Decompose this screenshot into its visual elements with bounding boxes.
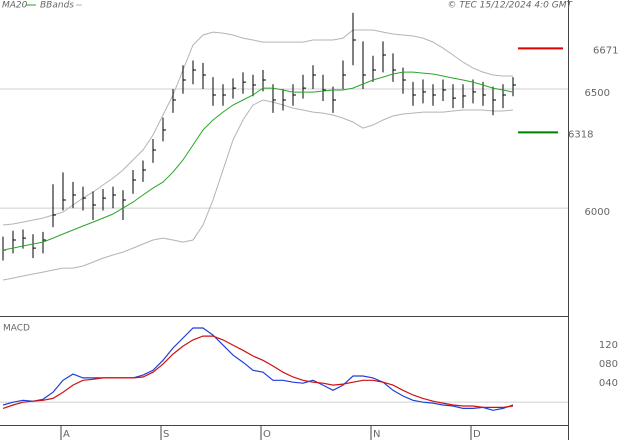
y-tick-label: 6500 <box>585 88 610 99</box>
legend-entry: MA20 <box>2 1 28 11</box>
level-label: 6318 <box>568 129 593 140</box>
x-tick-label: O <box>263 429 271 440</box>
copyright: © TEC 15/12/2024 4:0 GMT <box>447 1 573 11</box>
macd-line <box>2 327 514 411</box>
x-tick-label: S <box>163 429 169 440</box>
x-tick-label: A <box>63 429 70 440</box>
x-tick-label: D <box>473 429 481 440</box>
bband-upper <box>2 29 513 226</box>
level-label: 6671 <box>593 45 618 56</box>
ma-line <box>2 71 514 251</box>
y-tick-label: 120 <box>599 340 618 351</box>
macd-line <box>2 335 514 409</box>
y-tick-label: 080 <box>599 359 618 370</box>
bband-lower <box>2 99 514 281</box>
y-tick-label: 040 <box>599 378 618 389</box>
macd-title: MACD <box>3 324 30 334</box>
legend-entry: BBands <box>40 1 74 11</box>
y-tick-label: 6000 <box>585 207 610 218</box>
x-tick-label: N <box>373 429 380 440</box>
